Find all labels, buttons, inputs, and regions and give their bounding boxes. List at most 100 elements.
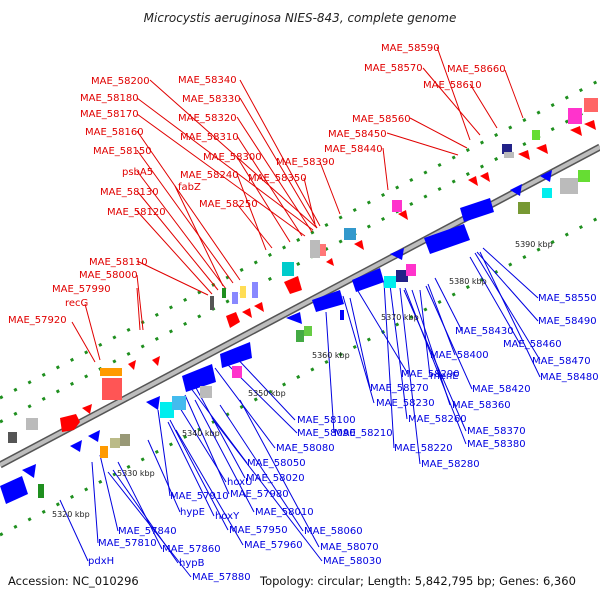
gene-label: MAE_58260	[408, 414, 467, 425]
gene-arrow	[128, 360, 136, 370]
bottom-leader-lines	[59, 247, 541, 578]
gene-arrow	[480, 172, 490, 182]
gene-label: MAE_58550	[538, 293, 597, 304]
top-gene-labels: MAE_58590 MAE_58570 MAE_58660 MAE_58610 …	[8, 43, 506, 326]
gene-box	[344, 228, 356, 240]
gene-label: MAE_58430	[455, 326, 514, 337]
gene-box	[160, 402, 174, 418]
gene-label: hoxU	[227, 477, 252, 488]
bottom-gene-labels: MAE_58550 MAE_58490 MAE_58430 MAE_58460 …	[88, 293, 599, 583]
gene-arrow	[398, 210, 408, 220]
gene-label: MAE_58110	[89, 257, 148, 268]
gene-box	[584, 98, 598, 112]
gene-label: MAE_58320	[178, 113, 237, 124]
gene-label: MAE_58420	[472, 384, 531, 395]
gene-label: MAE_58100	[297, 415, 356, 426]
gene-label: fabZ	[178, 182, 201, 193]
tick-label: 5380 kbp	[449, 277, 487, 286]
gene-arrow	[536, 144, 548, 154]
gene-arrow	[352, 268, 384, 292]
map-title: Microcystis aeruginosa NIES-843, complet…	[144, 11, 457, 25]
gene-box	[110, 438, 120, 448]
gene-label: hypE	[180, 507, 205, 518]
gene-arrow	[326, 258, 334, 266]
kbp-ticks: 5320 kbp 5330 kbp 5340 kbp 5350 kbp 5360…	[52, 240, 553, 519]
gene-label: MAE_57990	[52, 284, 111, 295]
gene-box	[320, 244, 326, 256]
gene-arrow	[390, 248, 404, 260]
gene-label: MAE_57880	[192, 572, 251, 583]
gene-label: MAE_58470	[532, 356, 591, 367]
gene-label: MAE_58460	[503, 339, 562, 350]
gene-arrow	[284, 276, 302, 294]
gene-label: MAE_58200	[91, 76, 150, 87]
gene-box	[392, 200, 402, 212]
gene-label: MAE_58440	[324, 144, 383, 155]
gene-label: pdxH	[88, 556, 114, 567]
gene-box	[542, 188, 552, 198]
gene-label: MAE_58130	[100, 187, 159, 198]
gene-label: MAE_58020	[246, 473, 305, 484]
gene-label: MAE_58070	[320, 542, 379, 553]
gene-label: MAE_58160	[85, 127, 144, 138]
gene-box	[396, 270, 408, 282]
gene-label: MAE_57910	[170, 491, 229, 502]
gene-arrow	[152, 356, 160, 366]
gene-label: MAE_58380	[467, 439, 526, 450]
gene-arrow	[518, 150, 530, 160]
gene-arrow	[570, 126, 582, 136]
gene-arrow	[584, 120, 596, 130]
gene-label: MAE_58310	[180, 132, 239, 143]
gene-label: MAE_58150	[93, 146, 152, 157]
gene-label: hoxY	[215, 511, 240, 522]
gene-label: MAE_58390	[276, 157, 335, 168]
gene-label: MAE_58240	[180, 170, 239, 181]
gene-label: MAE_58450	[328, 129, 387, 140]
gene-arrow	[540, 170, 552, 182]
tick-label: 5390 kbp	[515, 240, 553, 249]
gene-arrow	[286, 312, 302, 324]
gene-label: MAE_58010	[255, 507, 314, 518]
gene-box	[504, 152, 514, 158]
gene-label: MAE_57860	[162, 544, 221, 555]
accession-text: Accession: NC_010296	[8, 574, 139, 588]
gene-label: MAE_58000	[79, 270, 138, 281]
gene-label: menE	[430, 371, 459, 382]
gene-arrow	[146, 396, 160, 410]
gene-box	[406, 264, 416, 276]
gene-arrow	[354, 240, 364, 250]
gene-label: MAE_57920	[8, 315, 67, 326]
gene-box	[340, 310, 344, 320]
gene-arrow	[22, 464, 36, 478]
gene-label: MAE_58560	[352, 114, 411, 125]
gene-label: MAE_58030	[323, 556, 382, 567]
gene-box	[310, 240, 320, 258]
tick-label: 5350 kbp	[248, 389, 286, 398]
gene-arrow	[424, 224, 470, 254]
gene-box	[222, 288, 226, 298]
genome-summary-text: Topology: circular; Length: 5,842,795 bp…	[259, 574, 576, 588]
gene-arrow	[460, 198, 494, 222]
gene-box	[26, 418, 38, 430]
gene-arrow	[468, 176, 478, 186]
gene-label: MAE_58290	[401, 369, 460, 380]
gene-label: MAE_58360	[452, 400, 511, 411]
gene-arrow	[226, 312, 240, 328]
gene-label: MAE_57950	[229, 525, 288, 536]
gene-box	[282, 262, 294, 276]
gene-arrow	[254, 302, 264, 312]
gene-label: MAE_58220	[394, 443, 453, 454]
gene-box	[200, 386, 212, 398]
gene-label: MAE_58060	[304, 526, 363, 537]
tick-label: 5330 kbp	[117, 469, 155, 478]
gene-box	[232, 292, 238, 304]
gene-arrow	[70, 440, 82, 452]
gene-box	[252, 282, 258, 298]
gene-box	[172, 396, 186, 410]
gene-arrow	[182, 364, 216, 392]
gene-box	[560, 178, 578, 194]
gene-label: MAE_58480	[540, 372, 599, 383]
top-strand-features	[8, 98, 598, 443]
